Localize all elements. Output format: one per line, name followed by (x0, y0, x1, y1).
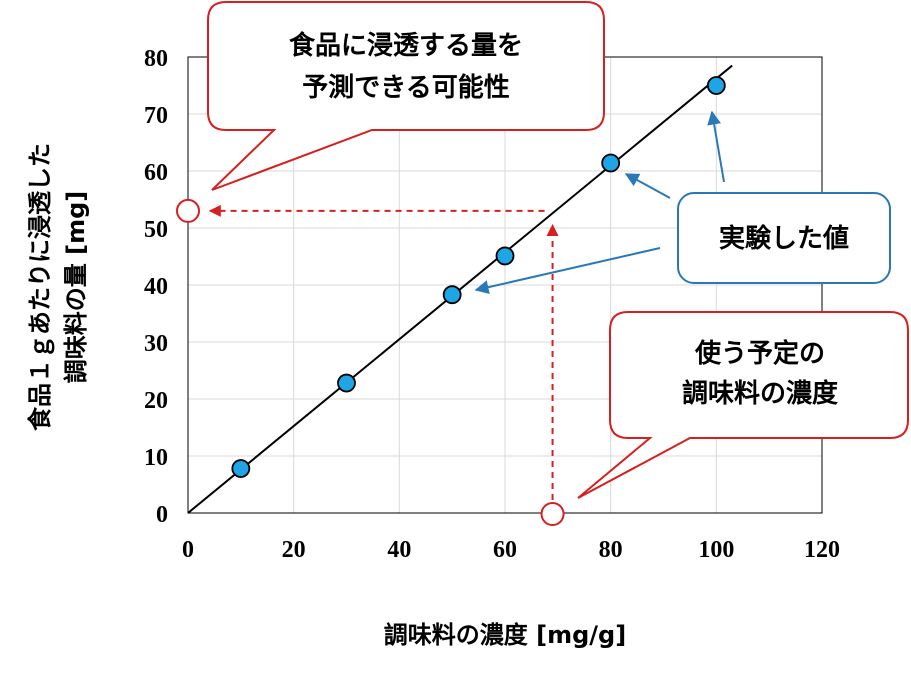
y-axis-title-line-2: 調味料の量 [mg] (62, 191, 90, 383)
callout-predict-line-2: 予測できる可能性 (302, 72, 509, 103)
x-tick-label-60: 60 (493, 537, 517, 563)
callout-planned-line-1: 使う予定の (694, 338, 825, 369)
y-tick-label-50: 50 (144, 217, 168, 243)
data-point-3 (442, 285, 462, 305)
planned-concentration-marker (540, 502, 565, 526)
measured-arrow-1 (707, 110, 725, 183)
callout-predict: 食品に浸透する量を 予測できる可能性 (207, 1, 605, 191)
y-tick-label-70: 70 (144, 103, 168, 129)
x-tick-label-40: 40 (387, 537, 411, 563)
y-tick-label-80: 80 (144, 46, 168, 72)
y-tick-label-30: 30 (144, 331, 168, 357)
callout-planned-line-2: 調味料の濃度 (682, 378, 838, 409)
data-point-5 (601, 153, 621, 173)
measured-arrow-3 (474, 247, 661, 295)
fit-line (187, 64, 733, 514)
y-tick-label-10: 10 (144, 445, 168, 471)
callout-measured-box (677, 192, 891, 284)
callout-measured-label: 実験した値 (719, 223, 849, 254)
data-point-1 (231, 459, 251, 478)
callout-planned: 使う予定の 調味料の濃度 (577, 311, 909, 499)
y-tick-label-0: 0 (156, 502, 168, 528)
x-tick-label-100: 100 (698, 537, 734, 563)
callout-predict-line-1: 食品に浸透する量を (289, 30, 523, 61)
x-tick-label-120: 120 (804, 537, 840, 563)
tick-labels: 0 20 40 60 80 100 120 0 10 20 30 40 50 60 70 80 (144, 46, 840, 563)
x-tick-label-20: 20 (282, 537, 306, 563)
data-points (231, 76, 726, 478)
callout-predict-box (207, 1, 605, 191)
data-point-6 (706, 76, 726, 95)
data-point-2 (337, 373, 356, 393)
x-tick-label-80: 80 (599, 537, 623, 563)
y-tick-label-40: 40 (144, 274, 168, 300)
fit-line-layer (187, 64, 733, 514)
predicted-amount-marker (176, 198, 200, 223)
estimate-guides (176, 198, 565, 526)
callout-measured: 実験した値 (474, 110, 891, 295)
x-axis-title: 調味料の濃度 [mg/g] (384, 621, 626, 649)
data-point-4 (495, 246, 515, 266)
y-tick-label-60: 60 (144, 160, 168, 186)
y-tick-label-20: 20 (144, 388, 168, 414)
y-axis-title-line-1: 食品１ｇあたりに浸透した (26, 143, 55, 431)
callout-planned-box (577, 311, 909, 499)
measured-arrow-2 (624, 173, 671, 199)
x-tick-label-0: 0 (182, 537, 194, 563)
